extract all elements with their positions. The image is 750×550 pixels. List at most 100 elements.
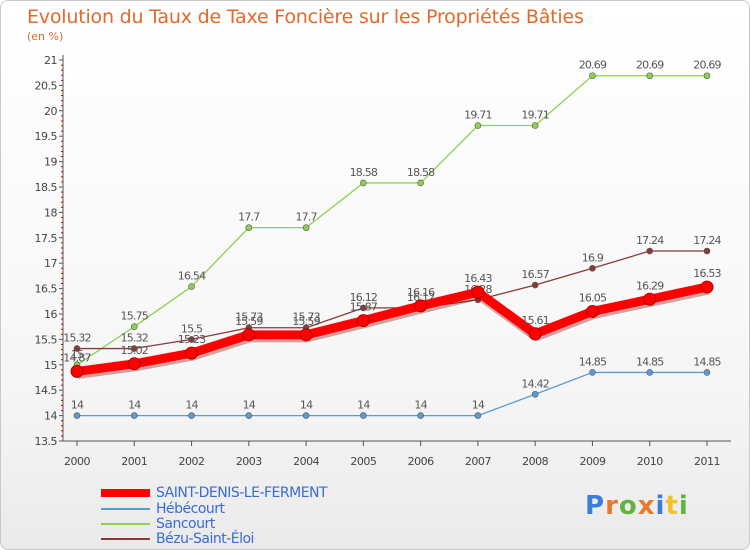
- data-label: 14: [243, 399, 256, 412]
- data-point: [474, 122, 482, 129]
- x-tick-label: 2007: [465, 455, 491, 468]
- data-point: [474, 412, 482, 419]
- data-label: 17.24: [693, 234, 721, 247]
- data-label: 15.87: [350, 301, 378, 314]
- series-line: [76, 250, 708, 350]
- data-label: 14.85: [579, 355, 607, 368]
- data-point: [73, 345, 81, 352]
- data-label: 15.32: [121, 332, 149, 345]
- data-point: [417, 412, 424, 419]
- data-label: 19.71: [521, 109, 549, 122]
- data-point: [245, 224, 253, 231]
- logo-letter: i: [678, 491, 689, 521]
- data-point: [414, 299, 428, 313]
- logo-letter: t: [665, 491, 679, 521]
- series-line: [76, 371, 708, 417]
- data-label: 16.9: [582, 251, 604, 264]
- data-label: 14.42: [521, 377, 549, 390]
- data-point: [528, 327, 542, 341]
- data-point: [188, 336, 195, 343]
- data-label: 14: [472, 399, 485, 412]
- logo-letter: x: [637, 491, 656, 521]
- data-label: 15.59: [292, 315, 320, 328]
- x-tick-label: 2005: [350, 455, 376, 468]
- data-point: [417, 179, 424, 187]
- proxiti-logo: Proxiti: [585, 491, 689, 521]
- data-label: 18.58: [350, 166, 378, 179]
- data-label: 16.57: [521, 268, 549, 281]
- y-tick-label: 18.5: [35, 181, 58, 194]
- data-point: [302, 412, 310, 419]
- x-tick-label: 2011: [694, 455, 720, 468]
- data-label: 16.05: [579, 291, 607, 304]
- data-point: [356, 314, 370, 328]
- data-point: [185, 346, 199, 360]
- data-point: [360, 304, 367, 312]
- data-point: [130, 345, 138, 352]
- data-point: [589, 264, 596, 272]
- chart-subtitle: (en %): [27, 30, 64, 43]
- data-label: 15.23: [178, 333, 206, 346]
- data-label: 17.7: [238, 211, 260, 224]
- data-label: 14: [71, 399, 84, 412]
- y-tick-label: 15: [44, 359, 57, 372]
- data-point: [188, 283, 195, 290]
- legend-label: SAINT-DENIS-LE-FERMENT: [156, 485, 328, 501]
- data-label: 15.75: [121, 310, 149, 323]
- y-tick-label: 14.5: [35, 384, 58, 397]
- data-label: 15.02: [121, 344, 149, 357]
- data-point: [646, 369, 654, 376]
- data-label: 14.85: [693, 355, 721, 368]
- data-point: [643, 292, 657, 306]
- legend-swatch: [101, 508, 150, 510]
- data-label: 20.69: [693, 59, 721, 72]
- data-point: [585, 304, 599, 318]
- x-tick-label: 2000: [64, 455, 90, 468]
- data-point: [360, 179, 367, 187]
- x-tick-label: 2002: [179, 455, 205, 468]
- data-point: [242, 328, 256, 342]
- data-label: 15.32: [63, 332, 91, 345]
- data-point: [703, 72, 711, 80]
- data-label: 16.54: [178, 270, 206, 283]
- x-tick-label: 2006: [408, 455, 434, 468]
- data-point: [127, 357, 141, 371]
- x-tick-label: 2003: [236, 455, 262, 468]
- series-1: 14 14 14 14 14 14 14 14 14.42 14.85 14.85 14.85: [71, 355, 722, 419]
- data-label: 16.43: [464, 272, 492, 285]
- data-point: [188, 412, 195, 419]
- data-label: 20.69: [636, 59, 664, 72]
- series-line: [72, 282, 712, 376]
- logo-letter: i: [655, 491, 666, 521]
- data-label: 15: [71, 348, 84, 361]
- data-label: 15.61: [521, 314, 549, 327]
- data-label: 14: [128, 399, 141, 412]
- chart-title: Evolution du Taux de Taxe Foncière sur l…: [27, 6, 584, 28]
- data-label: 14.87: [63, 351, 91, 364]
- x-tick-label: 2001: [121, 455, 147, 468]
- legend-label: Hébécourt: [156, 501, 225, 517]
- data-point: [130, 412, 138, 419]
- data-label: 17.24: [636, 234, 664, 247]
- x-tick-label: 2008: [522, 455, 548, 468]
- data-label: 14: [357, 399, 370, 412]
- y-tick-label: 20.5: [35, 79, 58, 92]
- logo-letter: r: [605, 491, 619, 521]
- x-tick-label: 2009: [579, 455, 605, 468]
- data-label: 16.29: [636, 279, 664, 292]
- series-3: 15.3215.3215.515.7315.7316.1216.1216.281…: [63, 234, 722, 352]
- y-tick-label: 21: [44, 54, 57, 67]
- y-tick-label: 18: [44, 206, 57, 219]
- data-point: [700, 280, 714, 294]
- y-tick-label: 15.5: [35, 333, 58, 346]
- data-point: [531, 390, 539, 398]
- data-point: [703, 369, 711, 376]
- data-label: 17.7: [295, 211, 317, 224]
- legend-label: Sancourt: [156, 516, 215, 532]
- data-label: 19.71: [464, 109, 492, 122]
- series-2: 15 15.75 16.54 17.7 17.7 18.58 18.58 19.71 19.71…: [71, 59, 722, 369]
- data-point: [70, 364, 84, 378]
- data-point: [703, 247, 711, 255]
- data-point: [531, 281, 539, 289]
